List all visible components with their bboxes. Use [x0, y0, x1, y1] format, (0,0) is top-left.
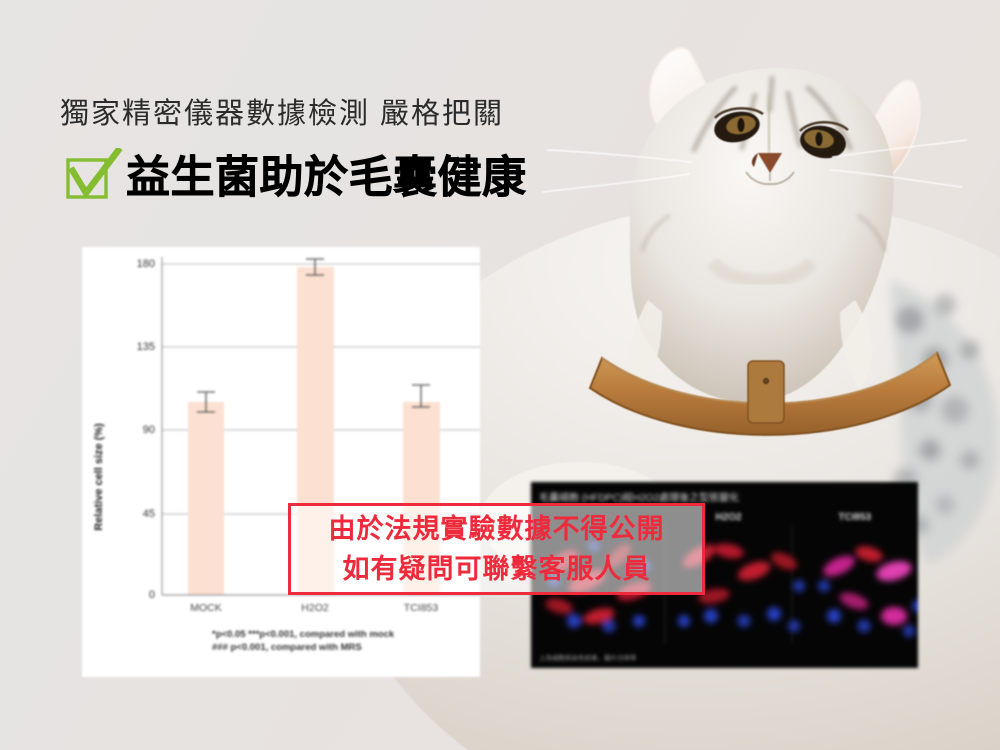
- svg-text:MOCK: MOCK: [190, 602, 222, 614]
- svg-text:180: 180: [137, 258, 155, 270]
- svg-text:135: 135: [137, 341, 155, 353]
- svg-text:Relative cell size (%): Relative cell size (%): [93, 423, 105, 531]
- svg-text:90: 90: [143, 424, 155, 436]
- svg-text:*p<0.05 ***p<0.001, compared w: *p<0.05 ***p<0.001, compared with mock: [212, 629, 395, 640]
- svg-text:H2O2: H2O2: [301, 602, 329, 614]
- svg-text:45: 45: [143, 508, 155, 520]
- svg-text:### p<0.001, compared with MRS: ### p<0.001, compared with MRS: [212, 642, 362, 653]
- svg-text:0: 0: [149, 589, 155, 601]
- svg-text:TCI853: TCI853: [404, 602, 439, 614]
